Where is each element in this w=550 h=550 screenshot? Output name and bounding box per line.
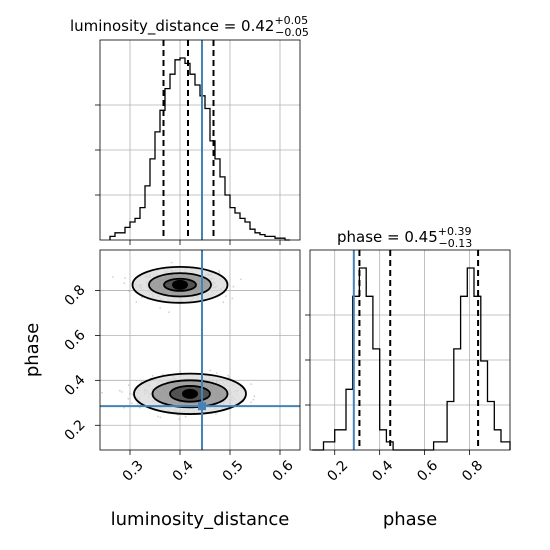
x-tick-label: 0.4 [170,458,197,485]
y-tick-label: 0.6 [62,327,89,354]
scatter-point [224,295,227,298]
title-main: phase = 0.45 [337,228,438,246]
panel-frame [99,39,301,241]
x-tick-label: 0.4 [369,458,396,485]
x-tick-label: 0.3 [120,458,147,485]
x-tick-label: 0.6 [270,458,297,485]
scatter-point [184,415,187,418]
scatter-point [170,261,173,264]
scatter-point [161,373,164,376]
truth-marker [198,402,206,411]
y-axis-label-phase: phase [22,323,43,377]
luminosity-distance-histogram-panel [95,39,301,245]
scatter-point [239,278,242,281]
scatter-point [128,290,130,292]
scatter-point [139,406,141,409]
contour-5 [169,385,211,403]
scatter-point [121,391,123,393]
scatter-point [252,398,255,401]
scatter-point [232,285,235,288]
title-upper-error: +0.39 [438,225,472,238]
title-luminosity-distance: luminosity_distance = 0.42+0.05 −0.05 [70,14,309,39]
x-tick-label: 0.5 [220,458,247,485]
scatter-point [215,413,217,415]
contour-0 [131,265,229,304]
scatter-point [131,393,134,396]
scatter-point [218,270,220,272]
scatter-point [250,401,252,404]
scatter-point [112,276,114,278]
grid [100,40,300,240]
scatter-point [136,403,139,405]
scatter-point [159,307,162,309]
scatter-point [253,395,256,398]
scatter-point [140,296,143,299]
x-tick-label: 0.2 [324,458,351,485]
scatter-body [101,261,256,420]
panel-frame [99,249,301,451]
scatter-point [228,376,230,379]
title-lower-error: −0.13 [439,237,473,250]
grid [310,250,510,450]
density-core-0 [172,279,188,290]
y-tick-label: 0.4 [62,372,89,399]
phase-vs-luminosity-distance-panel: 0.3 0.4 0.5 0.6 0.2 0.4 0.6 0.8 [62,249,301,485]
density-core-1 [182,388,198,399]
scatter-point [168,311,170,314]
scatter-point [124,277,126,279]
scatter-point [215,372,218,374]
contour-4 [151,379,229,409]
scatter-point [231,297,234,300]
scatter-point [178,418,181,420]
scatter-point [129,392,131,395]
scatter-point [159,416,162,419]
scatter-point [227,374,230,377]
contour-2 [163,277,197,292]
y-tick-label: 0.8 [62,282,89,309]
scatter-point [250,383,253,385]
histogram-phase [312,267,511,451]
scatter-point [222,301,225,304]
contour-3 [133,372,247,415]
scatter-point [127,384,130,386]
scatter-point [157,415,160,418]
x-axis-label-phase: phase [383,509,437,530]
scatter-point [179,371,182,373]
x-tick-label: 0.8 [459,458,486,485]
contour-1 [148,272,212,298]
title-upper-error: +0.05 [274,14,308,27]
scatter-point [127,397,130,400]
title-lower-error: −0.05 [275,26,309,39]
scatter-point [123,282,126,285]
title-phase: phase = 0.45+0.39 −0.13 [337,225,472,250]
scatter-point [151,374,154,377]
scatter-point [135,301,138,303]
title-main: luminosity_distance = 0.42 [70,17,274,36]
scatter-point [209,369,212,372]
scatter-point [101,391,103,394]
panel-frame [309,249,511,451]
histogram-luminosity-distance [109,57,290,241]
scatter-point [131,402,133,405]
scatter-point [123,406,125,409]
scatter-point [119,389,121,392]
phase-histogram-panel: 0.2 0.4 0.6 0.8 [305,249,511,485]
x-tick-label: 0.6 [414,458,441,485]
x-axis-label-luminosity-distance: luminosity_distance [111,509,290,530]
y-tick-label: 0.2 [62,417,89,444]
scatter-point [140,381,143,383]
